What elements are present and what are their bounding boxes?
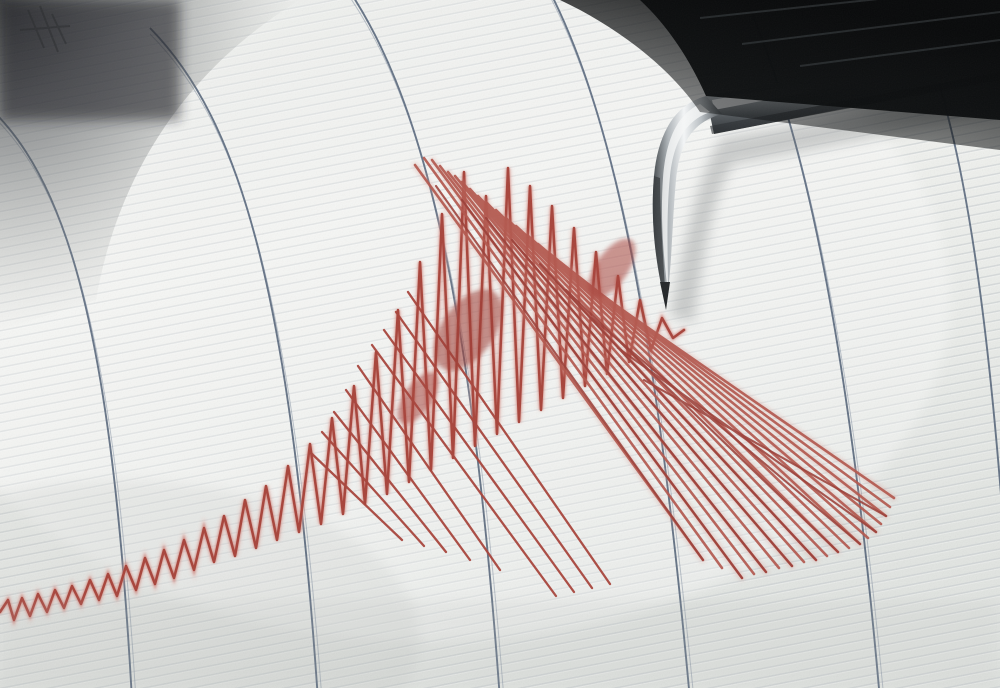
seismograph-illustration	[0, 0, 1000, 688]
photo-grain	[0, 0, 1000, 688]
seismograph-photo	[0, 0, 1000, 688]
